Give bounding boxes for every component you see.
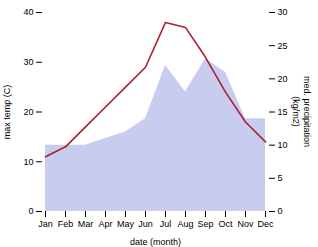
svg-text:30: 30	[278, 7, 288, 17]
svg-text:0: 0	[278, 206, 283, 216]
svg-text:20: 20	[278, 74, 288, 84]
svg-text:10: 10	[23, 157, 33, 167]
svg-text:Sep: Sep	[197, 219, 213, 229]
svg-text:25: 25	[278, 41, 288, 51]
svg-text:Dec: Dec	[257, 219, 274, 229]
svg-text:Nov: Nov	[237, 219, 254, 229]
svg-text:Oct: Oct	[218, 219, 233, 229]
svg-text:Jul: Jul	[160, 219, 172, 229]
svg-text:5: 5	[278, 173, 283, 183]
svg-text:40: 40	[23, 7, 33, 17]
svg-text:date (month): date (month)	[130, 237, 181, 247]
svg-text:0: 0	[28, 206, 33, 216]
svg-text:15: 15	[278, 107, 288, 117]
svg-text:max temp (C): max temp (C)	[2, 85, 12, 140]
svg-text:30: 30	[23, 57, 33, 67]
svg-text:Jan: Jan	[38, 219, 53, 229]
svg-text:Apr: Apr	[98, 219, 112, 229]
svg-text:10: 10	[278, 140, 288, 150]
svg-text:Mar: Mar	[78, 219, 94, 229]
svg-text:Feb: Feb	[58, 219, 74, 229]
svg-text:May: May	[117, 219, 135, 229]
svg-text:20: 20	[23, 107, 33, 117]
svg-text:med. precipitation(kg/m2): med. precipitation(kg/m2)	[291, 76, 312, 147]
svg-text:Aug: Aug	[177, 219, 193, 229]
svg-text:Jun: Jun	[138, 219, 153, 229]
